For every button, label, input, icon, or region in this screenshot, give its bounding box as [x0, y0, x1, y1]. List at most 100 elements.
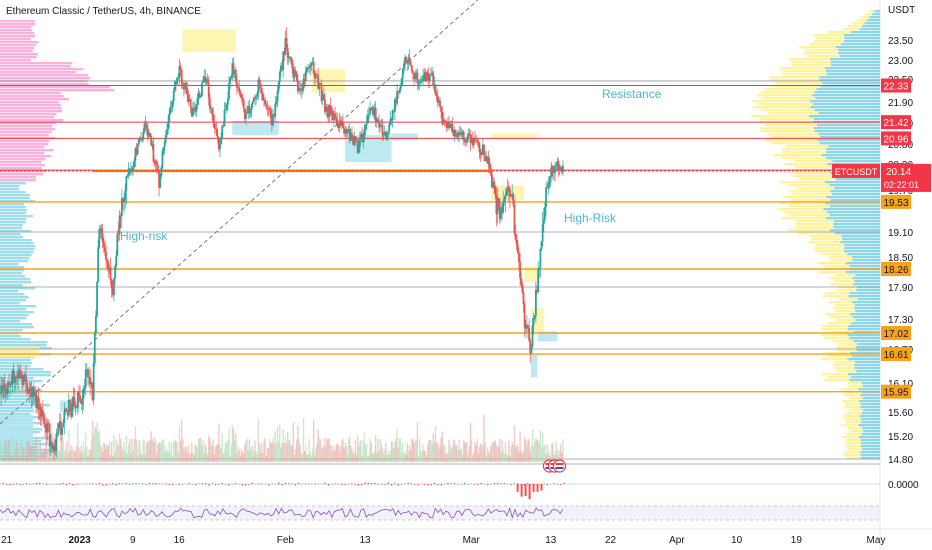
- candle-body: [210, 108, 212, 110]
- vp-right-bar: [857, 298, 880, 301]
- candle-body: [251, 101, 254, 105]
- candlesticks[interactable]: [0, 27, 564, 461]
- volume-bar: [124, 451, 126, 462]
- candle-body: [479, 152, 482, 156]
- vp-right-bar: [851, 301, 880, 304]
- vp-right-bar: [858, 424, 880, 427]
- candle-body: [278, 72, 281, 82]
- zone-box[interactable]: [524, 267, 538, 282]
- zone-box[interactable]: [530, 308, 545, 334]
- candle-body: [380, 125, 383, 126]
- candle-body: [5, 393, 8, 395]
- volume-bar: [121, 446, 123, 462]
- volume-bar: [344, 442, 346, 462]
- volume-bar: [514, 448, 517, 462]
- vp-left-bar: [0, 32, 35, 35]
- candle-body: [544, 207, 546, 220]
- volume-bar: [418, 438, 421, 462]
- time-axis: 21 2023 9 16 Feb 13 Mar 13 22 Apr 10 19 May: [1, 535, 885, 546]
- candle-body: [22, 376, 25, 385]
- vp-right-bar: [829, 214, 880, 217]
- volume-bar: [106, 444, 108, 462]
- candle-body: [214, 128, 217, 129]
- volume-bar: [420, 450, 422, 462]
- candle-body: [71, 407, 74, 417]
- candle-body: [388, 124, 391, 132]
- osc-bar: [35, 482, 38, 485]
- vp-right-bar: [791, 64, 832, 67]
- candle-body: [433, 84, 436, 87]
- vp-right-bar: [831, 340, 854, 343]
- vp-right-bar: [789, 172, 831, 175]
- candle-body: [463, 139, 466, 142]
- volume-bar: [153, 442, 156, 462]
- candle-body: [334, 113, 336, 118]
- candle-body: [99, 228, 102, 230]
- volume-bar: [268, 438, 271, 462]
- event-flags[interactable]: [542, 459, 567, 473]
- vp-right-bar: [782, 151, 827, 154]
- volume-bar: [425, 454, 428, 462]
- volume-bar: [112, 455, 114, 462]
- zone-box[interactable]: [491, 133, 538, 139]
- volume-bar: [365, 443, 368, 462]
- vp-right-bar: [788, 205, 830, 208]
- vp-left-bar: [0, 260, 28, 263]
- vp-left-bar: [0, 47, 35, 50]
- vp-right-bar: [831, 64, 880, 67]
- vp-right-bar: [750, 115, 809, 118]
- candle-body: [275, 101, 278, 104]
- vp-right-bar: [834, 232, 880, 235]
- volume-bar: [221, 433, 223, 462]
- zone-box[interactable]: [530, 354, 538, 378]
- candle-body: [14, 376, 17, 380]
- vp-right-bar: [759, 118, 814, 121]
- volume-bar: [9, 452, 11, 462]
- volume-bar: [100, 446, 103, 462]
- zone-box[interactable]: [232, 120, 279, 136]
- candle-body: [241, 98, 244, 100]
- trendline-dashed[interactable]: [0, 0, 479, 425]
- candle-body: [345, 129, 348, 134]
- candle-body: [406, 60, 409, 64]
- osc-bar: [374, 482, 376, 485]
- volume-bar: [301, 454, 304, 462]
- us-flag-icon[interactable]: [552, 459, 567, 473]
- vp-right-bar: [862, 397, 880, 400]
- volume-bar: [145, 443, 148, 462]
- vp-left-bar: [0, 68, 84, 71]
- candle-body: [524, 327, 527, 329]
- vp-right-bar: [814, 91, 880, 94]
- volume-bar: [95, 428, 97, 462]
- volume-bar: [232, 428, 235, 462]
- volume-bar: [157, 444, 159, 462]
- candle-body: [81, 399, 84, 404]
- trendline[interactable]: [0, 0, 479, 425]
- osc-bar: [218, 484, 220, 485]
- candle-body: [20, 375, 23, 379]
- candle-body: [373, 107, 376, 116]
- vp-left-bar: [0, 302, 20, 305]
- volume-bar: [204, 443, 207, 462]
- candle-body: [280, 65, 282, 73]
- candle-body: [410, 65, 413, 72]
- volume-bar: [470, 439, 473, 462]
- zone-box[interactable]: [391, 133, 419, 141]
- zone-box[interactable]: [537, 331, 558, 342]
- volume-bar: [435, 443, 438, 462]
- volume-bar: [81, 452, 84, 462]
- vp-right-bar: [821, 328, 848, 331]
- osc-bar: [556, 484, 559, 485]
- vp-right-bar: [779, 181, 825, 184]
- zone-box[interactable]: [182, 29, 236, 52]
- osc-bar: [112, 482, 114, 485]
- zone-box[interactable]: [0, 346, 40, 358]
- volume-bar: [453, 440, 456, 462]
- vp-right-bar: [797, 187, 835, 190]
- vp-right-bar: [863, 409, 880, 412]
- volume-bar: [208, 435, 210, 462]
- candle-body: [528, 327, 531, 341]
- candle-body: [207, 82, 210, 98]
- volume-bar: [272, 437, 274, 462]
